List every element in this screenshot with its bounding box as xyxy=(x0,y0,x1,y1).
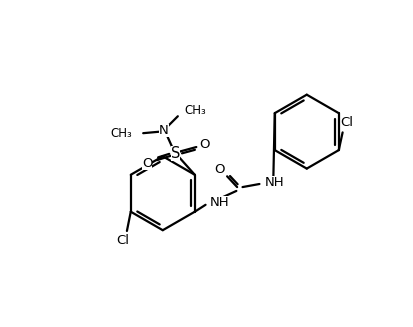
Text: CH₃: CH₃ xyxy=(111,128,133,141)
Text: O: O xyxy=(199,138,210,151)
Text: Cl: Cl xyxy=(116,234,130,248)
Text: O: O xyxy=(142,158,152,170)
Text: S: S xyxy=(171,146,180,161)
Text: NH: NH xyxy=(209,196,229,209)
Text: NH: NH xyxy=(265,176,285,189)
Text: N: N xyxy=(159,124,169,137)
Text: O: O xyxy=(214,163,225,176)
Text: CH₃: CH₃ xyxy=(184,104,206,117)
Text: Cl: Cl xyxy=(340,116,353,129)
